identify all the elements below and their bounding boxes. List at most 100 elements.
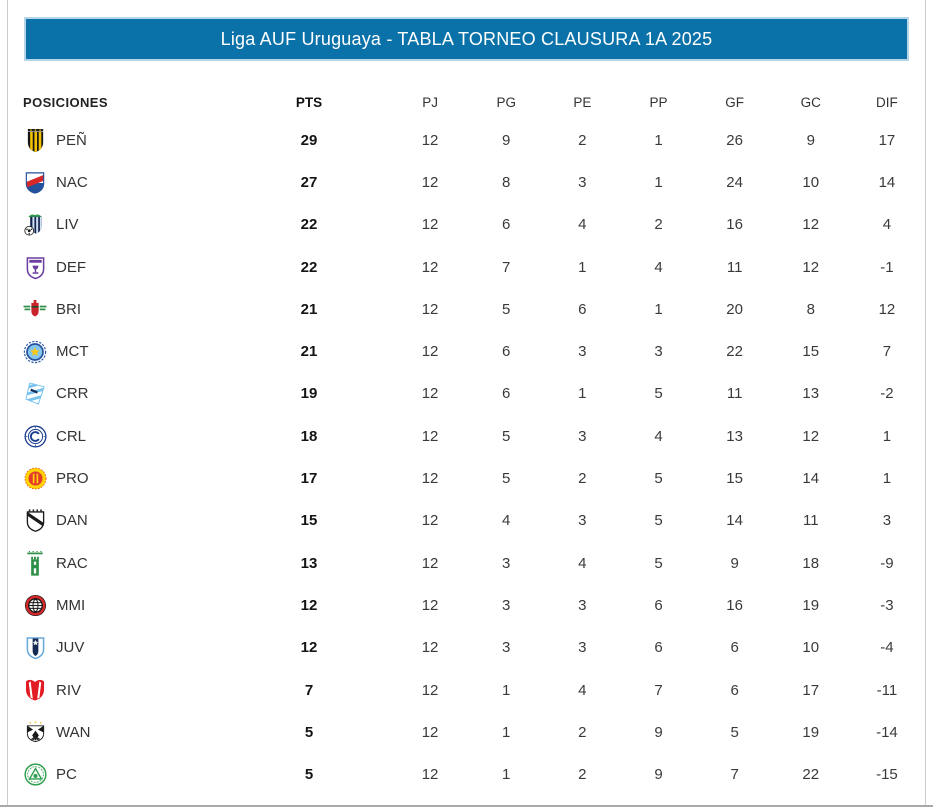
cell-pe: 3 [578, 512, 587, 530]
col-header-posiciones: POSICIONES [23, 94, 108, 110]
cerro-largo-crest-icon [23, 423, 47, 449]
cell-gf: 6 [730, 681, 739, 699]
cell-pe: 4 [578, 554, 587, 572]
cell-dif: 4 [882, 216, 892, 234]
cell-dif: 17 [878, 131, 896, 149]
cell-pj: 12 [421, 427, 439, 445]
cell-gf: 20 [726, 300, 743, 318]
table-row: NAC 27 12 8 3 1 24 10 14 [23, 161, 925, 203]
table-row: BRI 21 12 5 6 1 20 8 12 [23, 288, 925, 330]
table-row: PC 5 12 1 2 9 7 22 -15 [23, 753, 925, 795]
cell-pts: 13 [300, 554, 318, 572]
page-title: Liga AUF Uruguaya - TABLA TORNEO CLAUSUR… [220, 28, 713, 49]
cell-pts: 12 [300, 596, 318, 614]
river-plate-crest-icon [23, 677, 47, 703]
cell-pp: 5 [654, 554, 663, 572]
table-row: MCT 21 12 6 3 3 22 15 7 [23, 330, 925, 372]
cell-dif: -14 [876, 723, 898, 741]
cell-pts: 7 [304, 681, 314, 699]
cell-pts: 5 [304, 723, 314, 741]
cell-dif: -11 [876, 681, 898, 699]
cell-gc: 14 [802, 470, 820, 488]
cell-gc: 19 [802, 723, 820, 741]
cell-dif: -15 [876, 766, 898, 784]
cell-gc: 17 [802, 681, 820, 699]
team-abbr: DAN [56, 512, 88, 530]
team-cell: PC [23, 762, 226, 788]
col-header-gf: GF [725, 94, 744, 110]
penarol-crest-icon [23, 127, 47, 153]
cell-gc: 10 [802, 639, 820, 657]
cell-pe: 3 [578, 173, 587, 191]
team-cell: LIV [23, 212, 226, 238]
cell-pp: 1 [654, 300, 663, 318]
cell-gf: 11 [726, 258, 743, 276]
cell-pg: 4 [502, 512, 511, 530]
cell-dif: 12 [878, 300, 896, 318]
standings-table: POSICIONES PTS PJ PG PE PP GF GC DIF PEÑ… [23, 85, 925, 796]
cell-pe: 3 [578, 596, 587, 614]
cell-pg: 5 [502, 427, 511, 445]
cell-pg: 9 [502, 131, 511, 149]
cell-pe: 6 [578, 300, 587, 318]
team-cell: CRL [23, 423, 226, 449]
cell-gf: 9 [730, 554, 739, 572]
cell-pp: 4 [654, 427, 663, 445]
team-cell: RIV [23, 677, 226, 703]
team-cell: JUV [23, 635, 226, 661]
cell-pts: 29 [300, 131, 318, 149]
cell-pj: 12 [421, 131, 439, 149]
team-abbr: CRL [56, 427, 87, 445]
team-cell: DEF [23, 254, 226, 280]
cell-pp: 6 [654, 639, 663, 657]
progreso-crest-icon [23, 466, 47, 492]
cell-pj: 12 [421, 343, 439, 361]
cell-pts: 22 [300, 216, 318, 234]
team-cell: MMI [23, 592, 226, 618]
team-abbr: PRO [56, 470, 89, 488]
cell-gf: 5 [730, 723, 739, 741]
cell-pj: 12 [421, 300, 439, 318]
cell-gc: 12 [802, 258, 820, 276]
team-abbr: CRR [56, 385, 89, 403]
col-header-gc: GC [800, 94, 821, 110]
cell-pts: 12 [300, 639, 318, 657]
cell-pe: 3 [578, 639, 587, 657]
cell-pg: 3 [502, 639, 511, 657]
bottom-divider [0, 805, 933, 807]
liverpool-crest-icon [23, 212, 47, 238]
table-header-row: POSICIONES PTS PJ PG PE PP GF GC DIF [23, 85, 925, 119]
table-row: RAC 13 12 3 4 5 9 18 -9 [23, 542, 925, 584]
cell-dif: 1 [882, 427, 892, 445]
cell-pg: 8 [502, 173, 511, 191]
cell-pe: 2 [578, 723, 587, 741]
cell-pg: 7 [502, 258, 511, 276]
cell-pts: 19 [300, 385, 318, 403]
cell-gc: 8 [806, 300, 815, 318]
table-row: MMI 12 12 3 3 6 16 19 -3 [23, 584, 925, 626]
cell-pp: 5 [654, 512, 663, 530]
team-abbr: RIV [56, 681, 82, 699]
plaza-colonia-crest-icon [23, 762, 47, 788]
cell-pp: 6 [654, 596, 663, 614]
cell-gc: 13 [802, 385, 820, 403]
standings-body: PEÑ 29 12 9 2 1 26 9 17 NAC 27 12 8 3 1 … [23, 119, 925, 796]
cell-gc: 15 [802, 343, 820, 361]
cell-gc: 9 [806, 131, 815, 149]
cell-pp: 5 [654, 470, 663, 488]
team-cell: PRO [23, 466, 226, 492]
cell-dif: -1 [880, 258, 894, 276]
col-header-dif: DIF [876, 94, 898, 110]
col-header-pts: PTS [295, 94, 323, 110]
cell-pp: 7 [654, 681, 663, 699]
defensor-crest-icon [23, 254, 47, 280]
cell-gf: 16 [726, 596, 743, 614]
cell-dif: 7 [882, 343, 892, 361]
team-abbr: RAC [56, 554, 88, 572]
team-cell: WAN [23, 719, 226, 745]
cell-gc: 18 [802, 554, 820, 572]
cell-pg: 5 [502, 470, 511, 488]
table-row: PEÑ 29 12 9 2 1 26 9 17 [23, 119, 925, 161]
cell-gc: 11 [802, 512, 819, 530]
racing-crest-icon [23, 550, 47, 576]
